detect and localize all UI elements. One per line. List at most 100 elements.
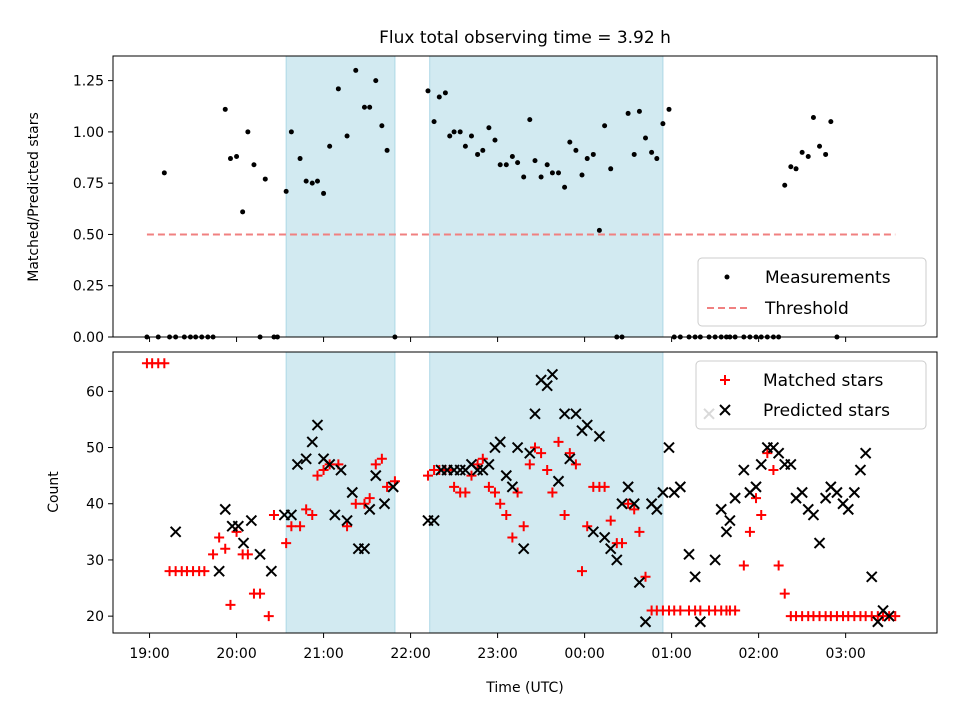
predicted-star-point bbox=[213, 565, 225, 577]
x-tick-label: 03:00 bbox=[825, 646, 865, 662]
predicted-star-point bbox=[306, 436, 318, 448]
measurement-point bbox=[425, 88, 431, 94]
measurement-point bbox=[462, 143, 468, 149]
shaded-region-1 bbox=[285, 351, 396, 634]
predicted-star-point bbox=[265, 565, 278, 577]
matched-star-point bbox=[559, 509, 570, 520]
measurement-point bbox=[660, 121, 666, 127]
predicted-star-point bbox=[517, 542, 530, 555]
predicted-star-point bbox=[346, 486, 358, 499]
matched-star-point bbox=[466, 470, 477, 481]
predicted-star-point bbox=[872, 616, 884, 628]
measurement-point bbox=[532, 158, 538, 164]
matched-star-point bbox=[489, 487, 500, 498]
y-tick-label: 1.00 bbox=[73, 125, 104, 141]
matched-star-point bbox=[530, 442, 541, 453]
predicted-star-point bbox=[323, 458, 336, 471]
measurement-point bbox=[480, 147, 486, 153]
predicted-star-point bbox=[683, 548, 695, 561]
matched-star-point bbox=[342, 521, 353, 532]
legend-box bbox=[697, 257, 927, 327]
predicted-star-point bbox=[831, 486, 843, 499]
measurement-point bbox=[817, 143, 823, 149]
predicted-star-point bbox=[329, 509, 341, 521]
matched-star-point bbox=[751, 493, 762, 504]
matched-star-point bbox=[524, 459, 535, 470]
matched-star-point bbox=[460, 487, 471, 498]
matched-star-point bbox=[242, 549, 253, 560]
y-tick-label: 50 bbox=[86, 441, 104, 457]
matched-star-point bbox=[307, 509, 318, 520]
matched-star-point bbox=[364, 493, 375, 504]
measurement-point bbox=[788, 164, 794, 170]
predicted-star-point bbox=[859, 447, 872, 459]
predicted-star-point bbox=[755, 458, 767, 471]
y-tick-label: 30 bbox=[86, 553, 104, 569]
matched-star-point bbox=[890, 611, 901, 622]
measurement-point bbox=[579, 172, 585, 178]
predicted-star-point bbox=[541, 380, 553, 392]
matched-star-point bbox=[768, 465, 779, 476]
predicted-star-point bbox=[454, 464, 466, 476]
matched-star-point bbox=[570, 459, 581, 470]
measurement-point bbox=[810, 115, 816, 121]
measurement-point bbox=[442, 90, 448, 96]
predicted-star-point bbox=[785, 458, 797, 471]
measurement-point bbox=[823, 151, 829, 157]
predicted-star-point bbox=[570, 408, 582, 420]
predicted-star-point bbox=[558, 408, 571, 420]
predicted-star-point bbox=[883, 610, 895, 622]
y-tick-label: 0.50 bbox=[73, 227, 104, 243]
measurement-point bbox=[608, 166, 614, 172]
measurement-point bbox=[538, 174, 544, 180]
predicted-star-point bbox=[363, 503, 376, 516]
predicted-star-point bbox=[813, 537, 826, 549]
matched-star-point bbox=[675, 605, 686, 616]
measurement-point bbox=[314, 178, 320, 184]
measurement-point bbox=[828, 119, 834, 125]
measurement-point bbox=[654, 156, 660, 162]
predicted-star-point bbox=[842, 503, 854, 516]
measurement-point bbox=[161, 170, 167, 176]
y-tick-label: 40 bbox=[86, 497, 104, 513]
matched-star-point bbox=[507, 532, 518, 543]
legend-measurements-label: Measurements bbox=[765, 268, 891, 288]
predicted-star-point bbox=[807, 509, 820, 521]
matched-star-point bbox=[773, 560, 784, 571]
x-tick-label: 22:00 bbox=[390, 646, 430, 662]
legend-predicted-marker bbox=[719, 404, 731, 416]
measurement-point bbox=[584, 156, 590, 162]
y-tick-label: 0.75 bbox=[73, 176, 104, 192]
measurement-point bbox=[303, 178, 309, 184]
matched-star-point bbox=[370, 459, 381, 470]
matched-star-point bbox=[449, 481, 460, 492]
matched-star-point bbox=[629, 504, 640, 515]
matched-star-point bbox=[738, 560, 749, 571]
measurement-point bbox=[602, 123, 608, 129]
matched-star-point bbox=[599, 481, 610, 492]
matched-star-point bbox=[382, 481, 393, 492]
measurement-point bbox=[240, 209, 246, 215]
predicted-star-point bbox=[604, 542, 617, 555]
predicted-star-point bbox=[219, 503, 231, 516]
matched-star-point bbox=[376, 453, 387, 464]
measurement-point bbox=[468, 133, 474, 139]
measurement-point bbox=[544, 162, 550, 168]
matched-star-point bbox=[350, 498, 361, 509]
measurement-point bbox=[521, 174, 527, 180]
predicted-star-point bbox=[387, 481, 399, 493]
measurement-point bbox=[549, 170, 555, 176]
predicted-star-point bbox=[598, 531, 611, 544]
predicted-star-point bbox=[245, 514, 258, 527]
matched-star-point bbox=[564, 448, 575, 459]
measurement-point bbox=[309, 180, 315, 186]
predicted-star-point bbox=[285, 509, 298, 521]
measurement-point bbox=[555, 170, 561, 176]
matched-star-point bbox=[553, 436, 564, 447]
predicted-star-point bbox=[546, 368, 559, 381]
predicted-star-point bbox=[311, 419, 324, 431]
matched-star-point bbox=[318, 465, 329, 476]
x-tick-label: 00:00 bbox=[564, 646, 604, 662]
x-tick-label: 19:00 bbox=[129, 646, 169, 662]
predicted-star-point bbox=[581, 419, 593, 431]
